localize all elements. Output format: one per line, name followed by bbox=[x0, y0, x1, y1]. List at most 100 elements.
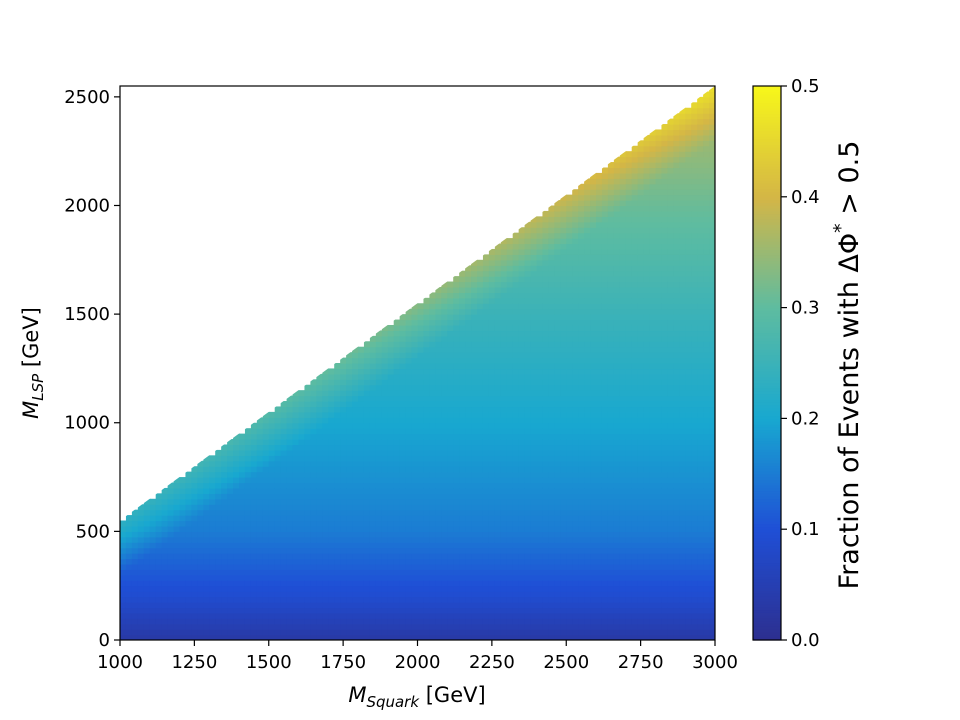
heatmap-cell bbox=[203, 601, 210, 609]
heatmap-cell bbox=[149, 553, 157, 560]
heatmap-cell bbox=[607, 178, 615, 185]
heatmap-cell bbox=[149, 607, 157, 614]
heatmap-cell bbox=[447, 482, 454, 489]
heatmap-cell bbox=[381, 525, 389, 532]
heatmap-cell bbox=[268, 547, 276, 554]
heatmap-cell bbox=[596, 210, 603, 217]
heatmap-cell bbox=[429, 379, 436, 386]
heatmap-cell bbox=[161, 569, 169, 576]
heatmap-cell bbox=[358, 401, 365, 408]
heatmap-cell bbox=[221, 449, 228, 456]
heatmap-cell bbox=[613, 352, 621, 359]
heatmap-cell bbox=[530, 439, 538, 446]
heatmap-cell bbox=[161, 591, 169, 598]
heatmap-cell bbox=[453, 401, 460, 408]
heatmap-cell bbox=[393, 525, 401, 532]
heatmap-cell bbox=[352, 536, 359, 543]
heatmap-cell bbox=[500, 319, 508, 326]
heatmap-cell bbox=[578, 200, 585, 207]
heatmap-cell bbox=[607, 341, 615, 348]
heatmap-cell bbox=[352, 531, 359, 538]
heatmap-cell bbox=[304, 390, 311, 397]
heatmap-cell bbox=[590, 210, 597, 217]
heatmap-cell bbox=[500, 357, 508, 364]
heatmap-cell bbox=[381, 553, 389, 560]
heatmap-cell bbox=[179, 504, 187, 511]
heatmap-cell bbox=[298, 487, 306, 494]
heatmap-cell bbox=[239, 482, 246, 489]
heatmap-cell bbox=[453, 357, 460, 364]
heatmap-cell bbox=[590, 515, 597, 522]
heatmap-cell bbox=[572, 265, 579, 272]
heatmap-cell bbox=[500, 493, 508, 500]
heatmap-cell bbox=[286, 553, 294, 560]
heatmap-cell bbox=[572, 417, 579, 424]
heatmap-cell bbox=[637, 466, 645, 473]
heatmap-cell bbox=[637, 515, 645, 522]
heatmap-cell bbox=[477, 270, 484, 277]
heatmap-cell bbox=[346, 629, 353, 636]
heatmap-cell bbox=[137, 623, 145, 630]
heatmap-cell bbox=[215, 477, 222, 484]
heatmap-cell bbox=[304, 542, 311, 549]
heatmap-cell bbox=[465, 498, 472, 505]
heatmap-cell bbox=[250, 634, 258, 640]
heatmap-cell bbox=[494, 319, 502, 326]
heatmap-cell bbox=[536, 324, 544, 332]
heatmap-cell bbox=[512, 487, 520, 494]
heatmap-cell bbox=[482, 477, 490, 484]
heatmap-cell bbox=[494, 591, 502, 598]
heatmap-cell bbox=[131, 542, 139, 549]
heatmap-cell bbox=[619, 591, 627, 598]
heatmap-cell bbox=[601, 379, 609, 386]
heatmap-cell bbox=[167, 504, 175, 511]
heatmap-cell bbox=[554, 373, 561, 380]
heatmap-cell bbox=[209, 558, 216, 565]
heatmap-cell bbox=[500, 428, 508, 435]
heatmap-cell bbox=[554, 422, 561, 429]
heatmap-cell bbox=[256, 444, 264, 451]
heatmap-cell bbox=[637, 563, 645, 570]
heatmap-cell bbox=[500, 563, 508, 570]
heatmap-cell bbox=[417, 547, 425, 554]
heatmap-cell bbox=[239, 612, 246, 619]
heatmap-cell bbox=[512, 379, 520, 386]
heatmap-cell bbox=[411, 482, 419, 489]
heatmap-cell bbox=[560, 363, 567, 370]
heatmap-cell bbox=[578, 346, 585, 353]
heatmap-cell bbox=[459, 601, 466, 609]
heatmap-cell bbox=[310, 547, 317, 554]
heatmap-cell bbox=[227, 563, 234, 570]
heatmap-cell bbox=[441, 466, 448, 473]
heatmap-cell bbox=[518, 308, 526, 315]
heatmap-cell bbox=[584, 373, 591, 380]
heatmap-cell bbox=[358, 509, 365, 516]
heatmap-cell bbox=[447, 471, 454, 478]
heatmap-cell bbox=[619, 243, 627, 250]
heatmap-cell bbox=[417, 515, 425, 522]
heatmap-cell bbox=[459, 373, 466, 380]
heatmap-cell bbox=[399, 558, 407, 565]
heatmap-cell bbox=[488, 471, 496, 478]
heatmap-cell bbox=[560, 623, 567, 630]
heatmap-cell bbox=[423, 379, 430, 386]
heatmap-cell bbox=[524, 466, 532, 473]
heatmap-cell bbox=[340, 542, 347, 549]
heatmap-cell bbox=[429, 531, 436, 538]
heatmap-cell bbox=[494, 281, 502, 288]
heatmap-cell bbox=[572, 363, 579, 370]
heatmap-cell bbox=[512, 330, 520, 337]
heatmap-cell bbox=[542, 612, 549, 619]
heatmap-cell bbox=[125, 563, 133, 570]
heatmap-cell bbox=[375, 335, 383, 342]
heatmap-cell bbox=[417, 324, 425, 332]
heatmap-cell bbox=[631, 265, 639, 272]
heatmap-cell bbox=[161, 634, 169, 640]
heatmap-cell bbox=[334, 618, 341, 625]
heatmap-cell bbox=[488, 531, 496, 538]
heatmap-cell bbox=[274, 411, 282, 418]
heatmap-cell bbox=[488, 536, 496, 543]
heatmap-cell bbox=[471, 281, 478, 288]
heatmap-cell bbox=[471, 520, 478, 527]
heatmap-cell bbox=[578, 542, 585, 549]
